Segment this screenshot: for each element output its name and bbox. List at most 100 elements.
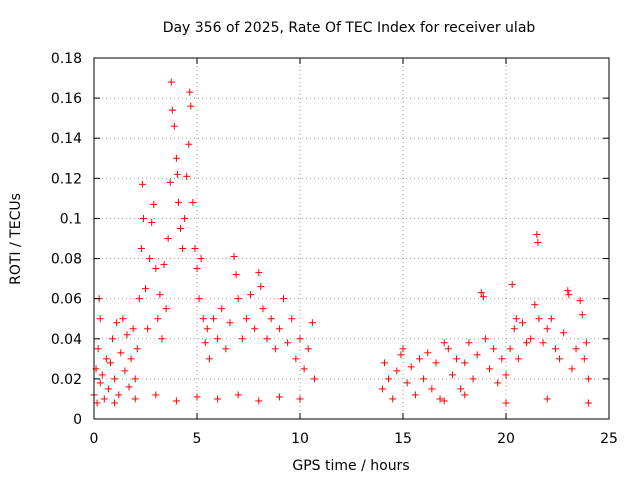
data-point xyxy=(137,245,145,253)
data-point xyxy=(267,315,275,323)
data-point xyxy=(415,355,423,363)
data-point xyxy=(271,345,279,353)
data-point xyxy=(436,395,444,403)
data-point xyxy=(96,379,104,387)
y-tick-label: 0 xyxy=(73,412,82,428)
data-point xyxy=(162,305,170,313)
data-point xyxy=(127,355,135,363)
data-point xyxy=(502,371,510,379)
data-point xyxy=(205,355,213,363)
data-point xyxy=(565,291,573,299)
y-tick-label: 0.16 xyxy=(51,91,82,107)
y-tick-label: 0.02 xyxy=(51,372,82,388)
data-point xyxy=(179,245,187,253)
data-point xyxy=(251,325,259,333)
data-point xyxy=(226,319,234,327)
data-point xyxy=(389,395,397,403)
data-point xyxy=(568,365,576,373)
data-point xyxy=(518,319,526,327)
axis-ticks: 0 5 10 15 20 25 0 0.02 0.04 0.06 0.08 0.1 0.12 0.14 0.… xyxy=(51,51,618,447)
data-point xyxy=(218,305,226,313)
data-point xyxy=(191,245,199,253)
data-point xyxy=(146,255,154,263)
data-point xyxy=(238,335,246,343)
data-point xyxy=(547,315,555,323)
data-point xyxy=(247,291,255,299)
data-point xyxy=(189,198,197,206)
data-point xyxy=(214,335,222,343)
data-point xyxy=(477,289,485,297)
data-point xyxy=(498,355,506,363)
data-point xyxy=(448,371,456,379)
data-point xyxy=(407,363,415,371)
data-point xyxy=(129,325,137,333)
data-point xyxy=(494,379,502,387)
data-point xyxy=(142,285,149,293)
data-point xyxy=(183,172,191,180)
data-point xyxy=(156,291,164,299)
data-point xyxy=(131,395,139,403)
data-point xyxy=(117,349,125,357)
data-point xyxy=(181,214,189,222)
x-tick-label: 15 xyxy=(394,431,412,447)
grid-layer xyxy=(94,58,609,419)
y-tick-label: 0.04 xyxy=(51,332,82,348)
data-point xyxy=(533,230,541,238)
data-point xyxy=(527,335,535,343)
data-point xyxy=(199,315,207,323)
data-point xyxy=(138,180,146,188)
data-point xyxy=(131,375,139,383)
data-point xyxy=(135,295,143,303)
data-point xyxy=(508,281,516,289)
data-point xyxy=(193,265,201,273)
chart-title: Day 356 of 2025, Rate Of TEC Index for r… xyxy=(163,20,536,36)
data-point xyxy=(486,365,494,373)
data-point xyxy=(523,339,531,347)
y-tick-label: 0.08 xyxy=(51,252,82,268)
data-point xyxy=(111,375,119,383)
data-point xyxy=(109,335,117,343)
data-point xyxy=(479,293,487,301)
data-point xyxy=(576,297,584,305)
data-point xyxy=(255,397,263,405)
data-point xyxy=(242,315,250,323)
data-point xyxy=(111,399,119,407)
data-point xyxy=(440,397,448,405)
data-point xyxy=(170,122,178,130)
data-point xyxy=(166,178,174,186)
y-tick-label: 0.12 xyxy=(51,171,82,187)
data-point xyxy=(125,383,133,391)
x-tick-label: 0 xyxy=(90,431,99,447)
data-point xyxy=(123,331,131,339)
data-point xyxy=(564,287,572,295)
data-point xyxy=(296,395,304,403)
y-axis-title: ROTI / TECUs xyxy=(8,193,24,285)
data-point xyxy=(440,339,448,347)
data-point xyxy=(275,325,283,333)
data-point xyxy=(490,345,498,353)
data-point xyxy=(296,335,304,343)
data-point xyxy=(506,345,514,353)
data-point xyxy=(535,315,543,323)
data-point xyxy=(106,359,114,367)
data-point xyxy=(465,339,473,347)
data-point xyxy=(510,325,518,333)
data-point xyxy=(411,391,419,399)
data-point xyxy=(556,355,564,363)
data-point xyxy=(512,315,520,323)
data-point xyxy=(428,385,436,393)
data-point xyxy=(173,170,181,178)
data-point xyxy=(288,315,296,323)
data-point xyxy=(100,395,108,403)
data-point xyxy=(160,261,168,269)
data-point xyxy=(185,140,193,148)
data-point xyxy=(502,399,510,407)
data-point xyxy=(174,198,182,206)
data-point xyxy=(378,385,386,393)
data-point xyxy=(473,351,481,359)
data-point xyxy=(403,379,411,387)
y-tick-label: 0.06 xyxy=(51,292,82,308)
data-point xyxy=(177,224,185,232)
data-point xyxy=(572,345,580,353)
